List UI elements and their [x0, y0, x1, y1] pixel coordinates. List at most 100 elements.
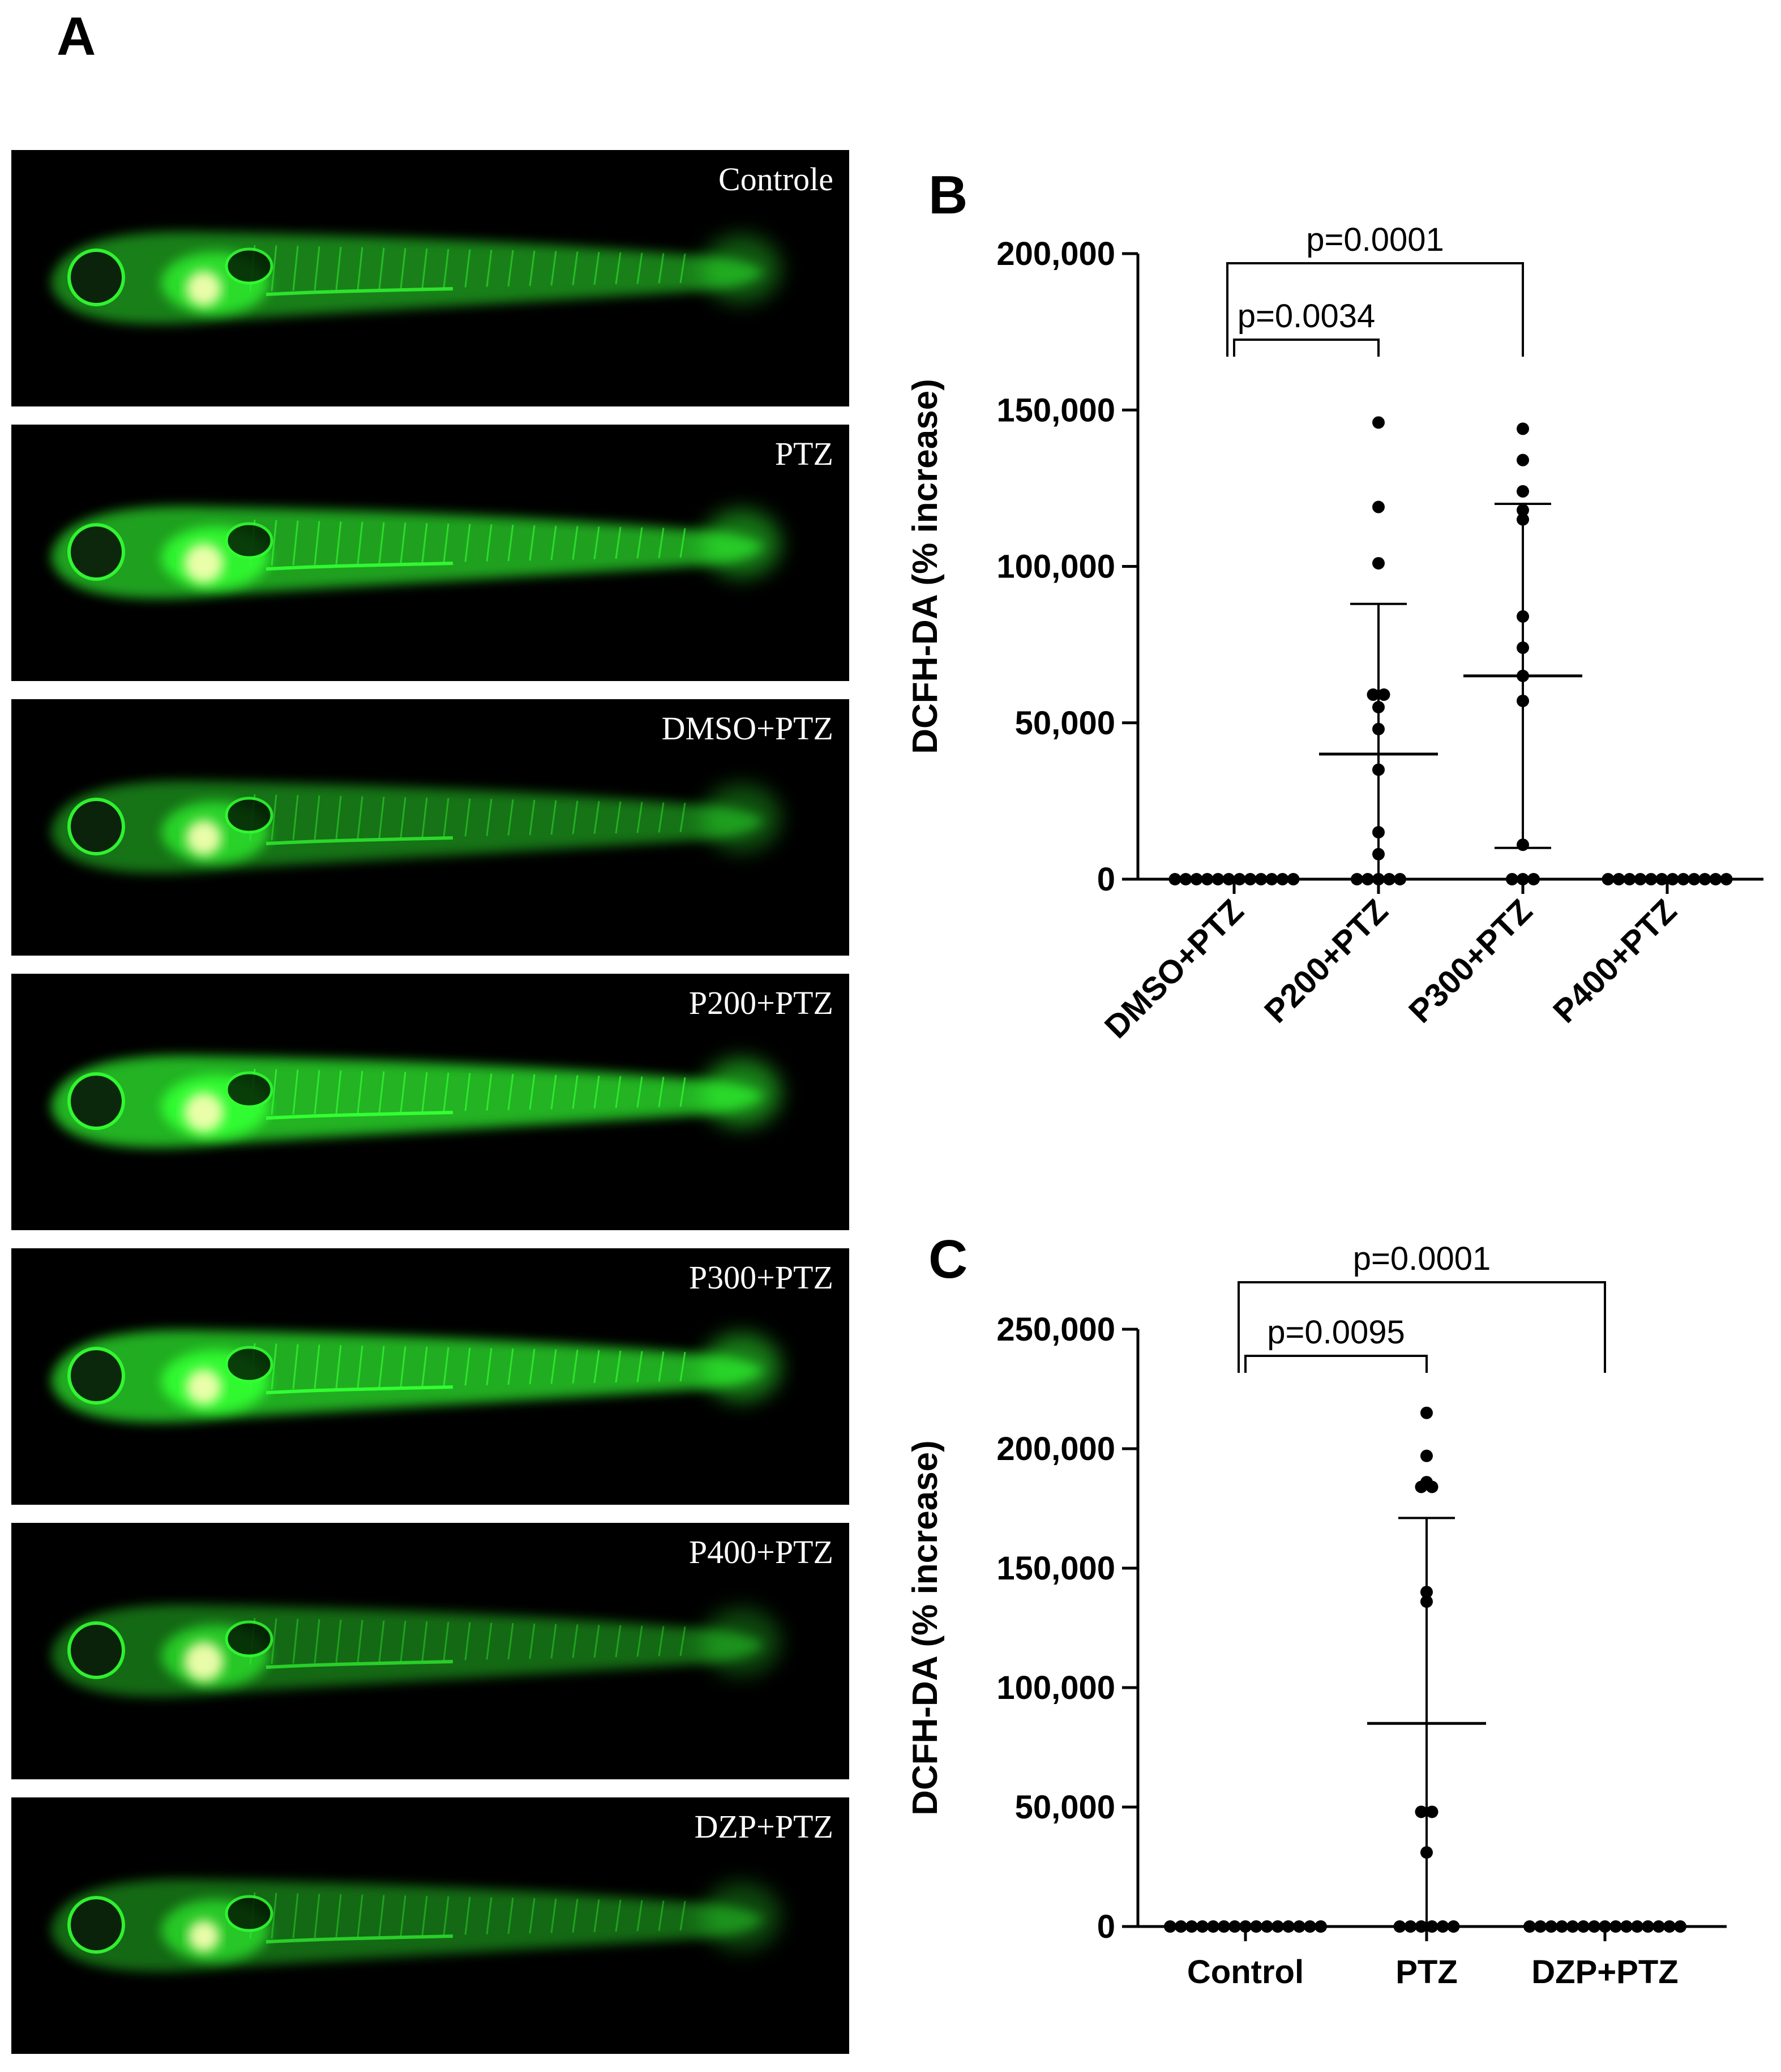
chart-c-data-point — [1239, 1920, 1252, 1933]
chart-c-data-point — [1631, 1920, 1643, 1933]
fish-swim-bladder — [225, 1895, 273, 1932]
fish-swim-bladder — [225, 1071, 273, 1108]
chart-c-data-point — [1436, 1920, 1449, 1933]
chart-c-data-point — [1415, 1480, 1428, 1493]
fish-body — [51, 506, 764, 599]
chart-b-data-point — [1372, 722, 1385, 735]
fish-label: P300+PTZ — [688, 1259, 833, 1296]
fish-bright-spot — [186, 820, 222, 856]
fish-segment — [335, 1619, 342, 1663]
fish-eye — [67, 523, 125, 581]
fish-segment — [292, 795, 299, 840]
fish-segment — [486, 1073, 493, 1111]
fish-segment — [443, 1896, 449, 1936]
fish-segment — [658, 1626, 665, 1656]
fish-fluorescence-image — [51, 781, 781, 874]
fish-image-p300-ptz: P300+PTZ — [11, 1248, 849, 1505]
fish-segment — [271, 1618, 277, 1664]
chart-b-data-point — [1179, 873, 1192, 885]
fish-segment — [314, 795, 320, 840]
chart-c-data-point — [1175, 1920, 1187, 1933]
fish-segment — [529, 1348, 536, 1385]
fish-segment — [357, 247, 363, 290]
fish-segment — [335, 521, 342, 565]
fish-segment — [443, 1072, 449, 1112]
chart-b-data-point — [1527, 873, 1540, 885]
chart-c-data-point — [1315, 1920, 1327, 1933]
fish-segment — [443, 249, 449, 288]
chart-c-data-point — [1425, 1920, 1438, 1933]
chart-b-data-point — [1698, 873, 1711, 885]
fish-gut-line — [266, 1111, 453, 1120]
chart-c-data-point — [1523, 1920, 1536, 1933]
fish-segment — [636, 1076, 643, 1108]
fish-segment — [271, 1893, 277, 1939]
panel-letter-a: A — [57, 6, 96, 67]
fish-segment — [507, 1623, 514, 1660]
chart-b-y-tick-label: 0 — [1097, 861, 1115, 898]
chart-b-data-point — [1677, 873, 1690, 885]
fish-segment — [378, 1346, 385, 1388]
fish-image-controle: Controle — [11, 150, 849, 406]
fish-segment — [486, 1623, 493, 1660]
fish-swim-bladder — [225, 797, 273, 834]
fish-bright-spot — [184, 543, 224, 583]
chart-b-data-point — [1517, 453, 1529, 466]
chart-c-data-point — [1588, 1920, 1600, 1933]
chart-c-data-point — [1577, 1920, 1590, 1933]
fish-label: DMSO+PTZ — [661, 710, 833, 747]
fish-eye — [67, 798, 125, 855]
fish-segment — [443, 523, 449, 563]
chart-b-data-point — [1655, 873, 1668, 885]
chart-b-x-tick-label: P200+PTZ — [1257, 892, 1395, 1030]
fish-segment — [636, 1625, 643, 1657]
chart-c-data-point — [1642, 1920, 1654, 1933]
fish-body — [51, 232, 764, 324]
chart-c-y-tick-label: 200,000 — [996, 1431, 1115, 1467]
fish-bright-spot — [186, 1369, 222, 1405]
fish-segment — [615, 1625, 622, 1658]
fish-segment — [636, 1900, 643, 1932]
chart-c-data-point — [1599, 1920, 1611, 1933]
chart-b-data-point — [1201, 873, 1214, 885]
chart-b-data-point — [1517, 504, 1529, 517]
fish-segment — [400, 1621, 406, 1662]
fish-segment — [679, 1351, 686, 1382]
fish-segment — [486, 799, 493, 836]
fish-segment — [615, 1899, 622, 1932]
chart-b-x-tick-label: P400+PTZ — [1546, 892, 1684, 1030]
fish-segment — [443, 1347, 449, 1386]
fish-eye — [67, 1347, 125, 1405]
fish-segment — [550, 800, 557, 835]
chart-c-data-point — [1545, 1920, 1557, 1933]
chart-c-data-point — [1674, 1920, 1686, 1933]
fish-segment — [292, 520, 299, 566]
chart-b-x-tick-label: P300+PTZ — [1402, 892, 1539, 1030]
chart-b-x-tick-label: DMSO+PTZ — [1098, 892, 1251, 1045]
fish-swim-bladder — [225, 1346, 273, 1383]
fish-segment — [314, 521, 320, 565]
fish-segment — [615, 1350, 622, 1383]
chart-c-data-point — [1261, 1920, 1273, 1933]
chart-c-data-point — [1218, 1920, 1230, 1933]
fish-label: PTZ — [774, 435, 833, 472]
chart-c-data-point — [1556, 1920, 1568, 1933]
chart-c-data-point — [1271, 1920, 1284, 1933]
chart-c-data-point — [1663, 1920, 1676, 1933]
chart-b-data-point — [1372, 701, 1385, 714]
fish-tail — [702, 784, 781, 852]
chart-c-data-point — [1420, 1449, 1433, 1462]
fish-segment — [335, 795, 342, 840]
chart-b-data-point — [1709, 873, 1722, 885]
fish-fluorescence-image — [51, 1879, 781, 1972]
fish-gut-line — [266, 1385, 453, 1394]
fish-segment — [378, 1620, 385, 1662]
fish-segment — [572, 800, 579, 834]
fish-segment — [529, 1074, 536, 1110]
chart-b-data-point — [1255, 873, 1268, 885]
chart-c-data-point — [1282, 1920, 1295, 1933]
chart-b-data-point — [1372, 416, 1385, 429]
fish-segment — [615, 1076, 622, 1108]
fish-image-dmso-ptz: DMSO+PTZ — [11, 699, 849, 956]
chart-c-data-point — [1620, 1920, 1633, 1933]
